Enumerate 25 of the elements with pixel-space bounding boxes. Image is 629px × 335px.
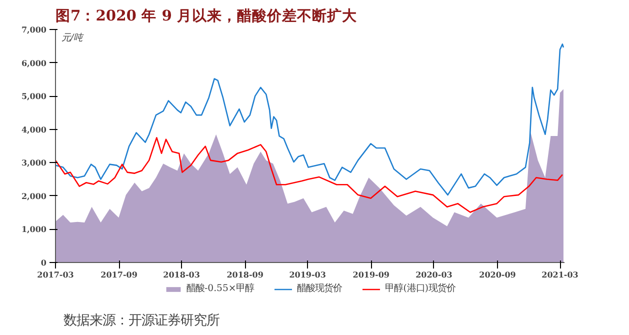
source-note: 数据来源：开源证券研究所 [64, 314, 220, 328]
y-tick-label: 5,000 [21, 91, 47, 102]
line-series [56, 137, 564, 213]
legend-label: 甲醇(港口)现货价 [385, 282, 456, 295]
x-tick-label: 2018-09 [226, 270, 264, 280]
y-tick-label: 7,000 [21, 24, 47, 34]
x-tick-label: 2021-03 [542, 270, 579, 280]
y-tick-label: 6,000 [21, 58, 47, 68]
legend-label: 醋酸现货价 [297, 282, 342, 295]
y-tick-label: 4,000 [21, 124, 47, 134]
y-tick-label: 0 [40, 258, 47, 268]
chart-title: 图7：2020 年 9 月以来，醋酸价差不断扩大 [56, 6, 358, 24]
y-tick-label: 2,000 [21, 190, 47, 201]
x-tick-label: 2020-09 [479, 270, 516, 280]
y-tick-label: 3,000 [21, 158, 47, 168]
y-tick-label: 1,000 [21, 224, 47, 234]
x-tick-label: 2020-03 [416, 270, 453, 280]
x-tick-label: 2018-03 [163, 270, 200, 280]
x-tick-label: 2019-09 [352, 270, 390, 280]
x-tick-label: 2019-03 [289, 270, 326, 280]
legend-label: 醋酸-0.55×甲醇 [186, 282, 254, 295]
x-tick-label: 2017-09 [100, 270, 138, 280]
x-tick-label: 2017-03 [37, 270, 74, 280]
line-series [56, 43, 564, 196]
y-axis-title: 元/吨 [62, 32, 85, 44]
